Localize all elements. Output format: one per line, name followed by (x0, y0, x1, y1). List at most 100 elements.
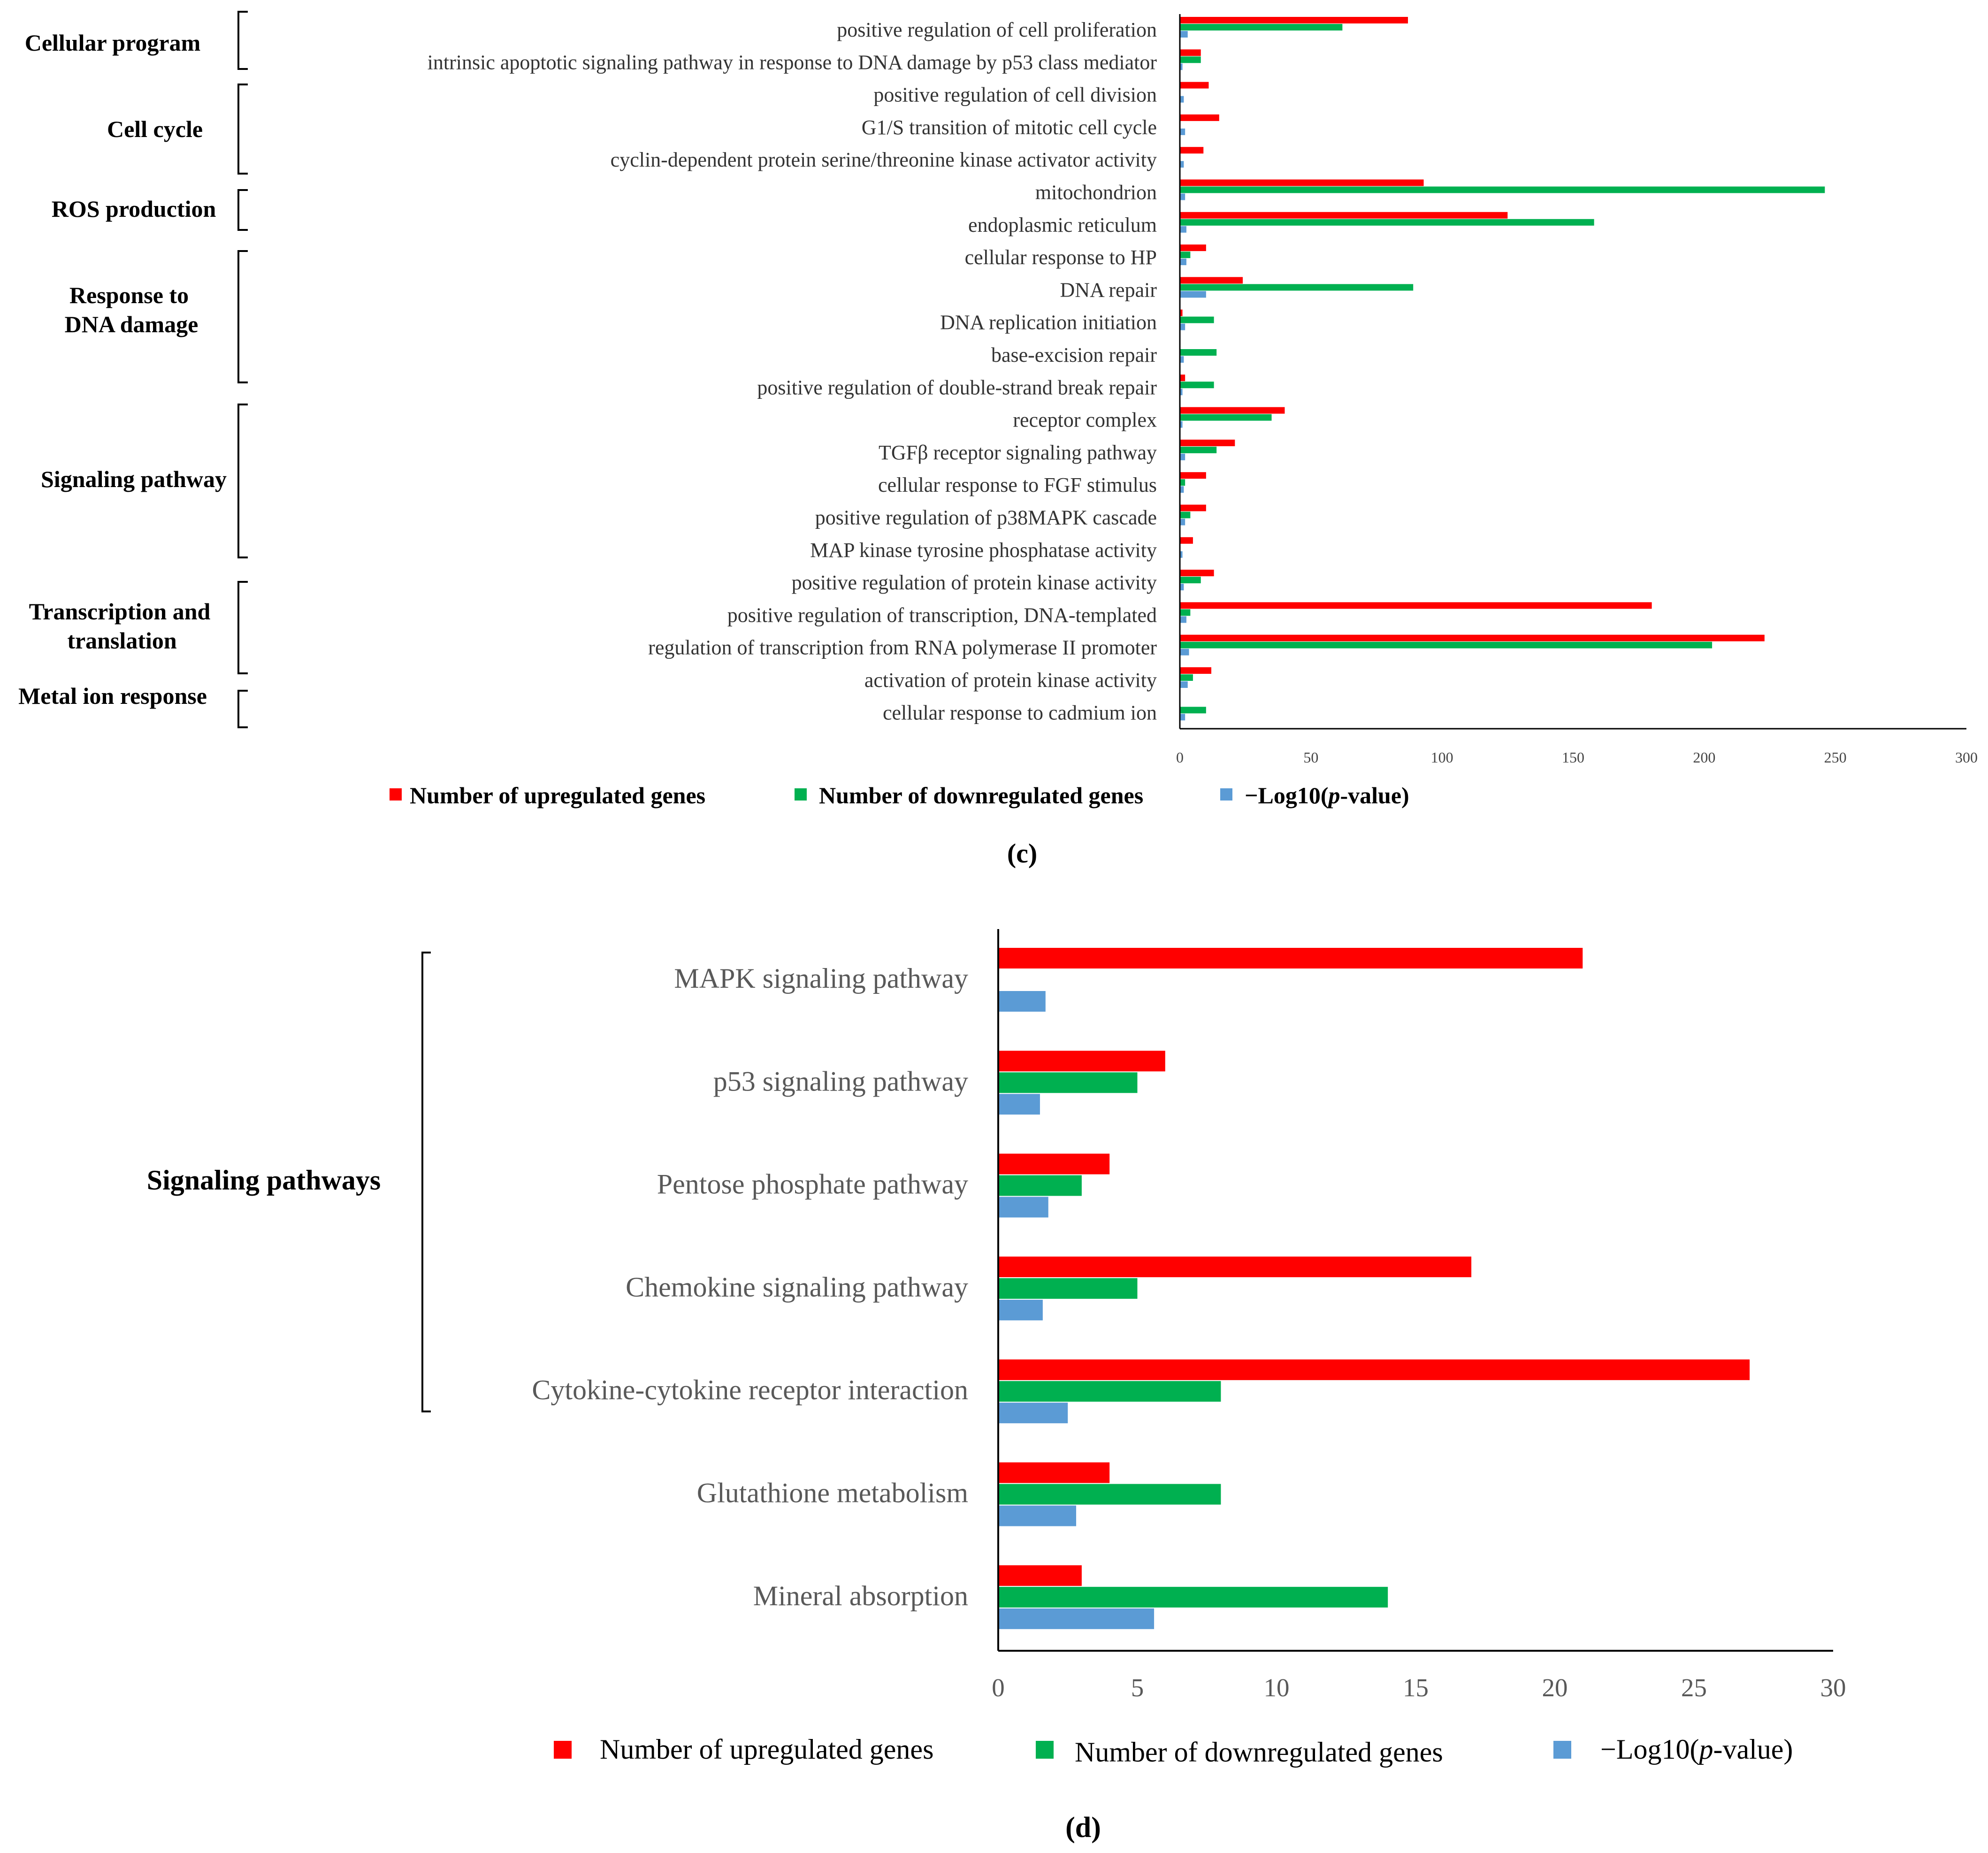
bar-up (998, 1256, 1472, 1277)
bar-up (1180, 374, 1185, 381)
group-bracket (237, 250, 248, 383)
bar-pval (998, 1299, 1043, 1320)
x-tick-label: 25 (1681, 1673, 1707, 1702)
category-label: DNA replication initiation (940, 311, 1157, 334)
legend-swatch-pval (1553, 1741, 1571, 1759)
group-bracket (237, 581, 248, 674)
bar-up (1180, 309, 1183, 316)
bar-down (1180, 316, 1214, 323)
bar-up (998, 1565, 1082, 1586)
group-label: translation (67, 627, 177, 654)
x-tick-label: 150 (1562, 749, 1584, 766)
bar-down (1180, 707, 1206, 714)
bar-pval (1180, 128, 1185, 135)
category-label: intrinsic apoptotic signaling pathway in… (428, 51, 1157, 74)
bar-up (1180, 407, 1285, 414)
bar-pval (1180, 421, 1183, 428)
category-label: cellular response to cadmium ion (883, 701, 1157, 724)
bar-down (998, 1175, 1082, 1196)
category-label: MAP kinase tyrosine phosphatase activity (810, 539, 1157, 562)
x-tick-label: 15 (1403, 1673, 1429, 1702)
group-bracket (237, 84, 248, 175)
bar-pval (998, 1505, 1077, 1526)
category-label: p53 signaling pathway (713, 1066, 968, 1097)
bar-up (1180, 212, 1508, 219)
category-label: cellular response to HP (965, 246, 1157, 269)
bar-up (998, 948, 1583, 968)
bar-down (1180, 511, 1191, 519)
category-label: positive regulation of double-strand bre… (757, 376, 1157, 399)
bar-pval (1180, 356, 1184, 363)
bar-pval (998, 1608, 1155, 1629)
bar-up (1180, 504, 1206, 511)
bar-pval (1180, 259, 1186, 266)
category-label: Cytokine-cytokine receptor interaction (532, 1374, 968, 1405)
bar-up (1180, 570, 1214, 577)
legend-label-up: Number of upregulated genes (410, 782, 705, 808)
category-label: G1/S transition of mitotic cell cycle (862, 116, 1157, 139)
bar-down (998, 1484, 1221, 1505)
legend-label-up: Number of upregulated genes (600, 1734, 933, 1765)
bar-pval (998, 1403, 1068, 1424)
bar-up (998, 1153, 1110, 1174)
bar-up (1180, 179, 1424, 186)
category-label: Glutathione metabolism (697, 1478, 968, 1509)
x-tick-label: 0 (1176, 749, 1184, 766)
bar-down (1180, 186, 1825, 193)
x-tick-label: 50 (1303, 749, 1318, 766)
bar-pval (1180, 323, 1185, 330)
bar-pval (1180, 96, 1184, 103)
legend-swatch-up (390, 788, 402, 801)
group-label: ROS production (52, 196, 216, 222)
bar-down (1180, 252, 1191, 259)
category-label: positive regulation of p38MAPK cascade (815, 506, 1157, 529)
x-tick-label: 10 (1264, 1673, 1290, 1702)
group-label: DNA damage (65, 311, 199, 337)
category-label: Mineral absorption (753, 1580, 968, 1611)
category-label: endoplasmic reticulum (968, 214, 1157, 236)
bar-down (1180, 577, 1201, 584)
category-label: regulation of transcription from RNA pol… (648, 636, 1157, 659)
bar-down (1180, 24, 1343, 31)
bar-pval (1180, 453, 1185, 460)
x-tick-label: 30 (1820, 1673, 1846, 1702)
bar-down (1180, 446, 1217, 453)
bar-pval (1180, 714, 1185, 721)
bar-pval (1180, 389, 1183, 396)
category-label: positive regulation of cell division (873, 84, 1157, 107)
bar-pval (1180, 551, 1183, 558)
x-tick-label: 0 (992, 1673, 1005, 1702)
bar-pval (1180, 31, 1188, 38)
bar-pval (1180, 616, 1186, 623)
bar-up (1180, 472, 1206, 479)
x-tick-label: 200 (1693, 749, 1715, 766)
bar-up (1180, 634, 1765, 641)
bar-up (1180, 537, 1193, 544)
x-tick-label: 5 (1131, 1673, 1144, 1702)
category-label: TGFβ receptor signaling pathway (879, 441, 1157, 464)
bar-up (1180, 244, 1206, 252)
category-label: activation of protein kinase activity (864, 669, 1157, 692)
category-label: positive regulation of transcription, DN… (727, 603, 1157, 626)
category-label: Chemokine signaling pathway (626, 1272, 968, 1303)
bar-down (1180, 284, 1414, 291)
bar-down (1180, 674, 1193, 681)
bar-down (1180, 56, 1201, 63)
bar-up (1180, 439, 1235, 446)
group-label: Transcription and (29, 598, 211, 625)
group-bracket (237, 189, 248, 231)
bar-pval (1180, 648, 1189, 656)
group-label: Response to (69, 282, 189, 308)
category-label: cyclin-dependent protein serine/threonin… (611, 148, 1157, 171)
panel-d-chart: MAPK signaling pathway p53 signaling path… (147, 929, 1846, 1844)
bar-up (998, 1359, 1750, 1380)
panel-label: (c) (1007, 838, 1037, 869)
bar-pval (1180, 161, 1184, 168)
bar-up (1180, 277, 1243, 284)
bar-down (998, 1586, 1388, 1608)
x-tick-label: 100 (1431, 749, 1453, 766)
category-label: DNA repair (1060, 278, 1157, 301)
bar-pval (998, 1197, 1048, 1218)
legend-swatch-pval (1220, 788, 1232, 801)
x-tick-label: 20 (1542, 1673, 1568, 1702)
